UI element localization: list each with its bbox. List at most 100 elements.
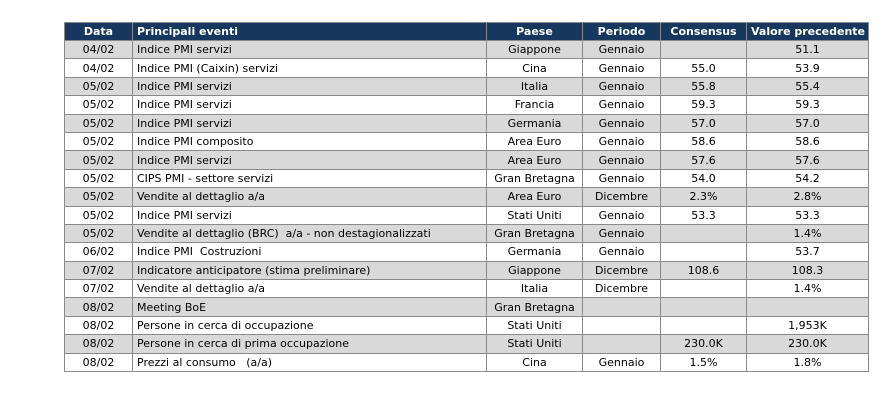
previous-value-cell: 1.8% (746, 352, 869, 373)
date-cell: 05/02 (64, 168, 133, 189)
table-body: 04/02 Indice PMI servizi Giappone Gennaio 51… (64, 39, 869, 373)
period-cell (582, 334, 661, 354)
date-cell: 06/02 (64, 242, 133, 262)
period-cell: Gennaio (582, 168, 661, 189)
event-cell: Prezzi al consumo (a/a) (132, 352, 487, 373)
calendar-table: Data Principali eventi Paese Periodo Consens… (64, 22, 869, 373)
event-cell: Meeting BoE (132, 297, 487, 317)
table-row: 06/02 Indice PMI Costruzioni Germania Genna… (64, 242, 869, 262)
header-row: Data Principali eventi Paese Periodo Consens… (64, 22, 869, 41)
consensus-cell (660, 297, 747, 317)
period-cell: Gennaio (582, 76, 661, 97)
table-row: 04/02 Indice PMI servizi Giappone Gennaio 51… (64, 39, 869, 60)
header-cell: Principali eventi (132, 22, 487, 41)
country-cell: Gran Bretagna (486, 223, 583, 244)
period-cell (582, 315, 661, 336)
date-cell: 07/02 (64, 279, 133, 299)
date-cell: 04/02 (64, 58, 133, 78)
period-cell: Gennaio (582, 58, 661, 78)
period-cell: Dicembre (582, 187, 661, 207)
period-cell: Gennaio (582, 39, 661, 60)
event-cell: Indice PMI Costruzioni (132, 242, 487, 262)
header-cell: Consensus (660, 22, 747, 41)
previous-value-cell: 53.9 (746, 58, 869, 78)
date-cell: 07/02 (64, 260, 133, 281)
event-cell: Indice PMI servizi (132, 113, 487, 133)
table-row: 05/02 Indice PMI servizi Germania Gennaio 57… (64, 113, 869, 133)
date-cell: 05/02 (64, 131, 133, 152)
consensus-cell: 55.8 (660, 76, 747, 97)
event-cell: Indice PMI servizi (132, 205, 487, 225)
country-cell: Cina (486, 352, 583, 373)
date-cell: 08/02 (64, 315, 133, 336)
event-cell: Persone in cerca di prima occupazione (132, 334, 487, 354)
event-cell: Indicatore anticipatore (stima prelimina… (132, 260, 487, 281)
table-row: 07/02 Indicatore anticipatore (stima prel… (64, 260, 869, 281)
previous-value-cell: 230.0K (746, 334, 869, 354)
header-cell: Periodo (582, 22, 661, 41)
table-row: 08/02 Prezzi al consumo (a/a) Cina Gennaio 1… (64, 352, 869, 373)
country-cell: Germania (486, 113, 583, 133)
period-cell: Gennaio (582, 95, 661, 115)
consensus-cell: 59.3 (660, 95, 747, 115)
country-cell: Stati Uniti (486, 334, 583, 354)
date-cell: 05/02 (64, 95, 133, 115)
event-cell: Indice PMI servizi (132, 95, 487, 115)
consensus-cell: 2.3% (660, 187, 747, 207)
consensus-cell: 55.0 (660, 58, 747, 78)
previous-value-cell: 55.4 (746, 76, 869, 97)
period-cell (582, 297, 661, 317)
table-row: 08/02 Meeting BoE Gran Bretagna (64, 297, 869, 317)
date-cell: 05/02 (64, 205, 133, 225)
header-cell: Data (64, 22, 133, 41)
consensus-cell: 108.6 (660, 260, 747, 281)
date-cell: 04/02 (64, 39, 133, 60)
table-row: 05/02 Indice PMI composito Area Euro Gennai… (64, 131, 869, 152)
table-row: 05/02 CIPS PMI - settore servizi Gran Bret… (64, 168, 869, 189)
country-cell: Area Euro (486, 187, 583, 207)
previous-value-cell: 54.2 (746, 168, 869, 189)
table-row: 04/02 Indice PMI (Caixin) servizi Cina Genn… (64, 58, 869, 78)
event-cell: Indice PMI servizi (132, 150, 487, 170)
date-cell: 08/02 (64, 297, 133, 317)
country-cell: Giappone (486, 260, 583, 281)
country-cell: Francia (486, 95, 583, 115)
country-cell: Germania (486, 242, 583, 262)
date-cell: 05/02 (64, 113, 133, 133)
country-cell: Stati Uniti (486, 315, 583, 336)
consensus-cell: 57.0 (660, 113, 747, 133)
country-cell: Area Euro (486, 131, 583, 152)
previous-value-cell (746, 297, 869, 317)
period-cell: Dicembre (582, 260, 661, 281)
table-row: 05/02 Indice PMI servizi Stati Uniti Gennai… (64, 205, 869, 225)
event-cell: Vendite al dettaglio (BRC) a/a - non des… (132, 223, 487, 244)
event-cell: Persone in cerca di occupazione (132, 315, 487, 336)
date-cell: 05/02 (64, 187, 133, 207)
previous-value-cell: 1,953K (746, 315, 869, 336)
country-cell: Cina (486, 58, 583, 78)
period-cell: Gennaio (582, 223, 661, 244)
date-cell: 05/02 (64, 223, 133, 244)
country-cell: Italia (486, 279, 583, 299)
previous-value-cell: 2.8% (746, 187, 869, 207)
consensus-cell: 57.6 (660, 150, 747, 170)
country-cell: Gran Bretagna (486, 168, 583, 189)
event-cell: CIPS PMI - settore servizi (132, 168, 487, 189)
previous-value-cell: 53.7 (746, 242, 869, 262)
date-cell: 08/02 (64, 352, 133, 373)
event-cell: Indice PMI servizi (132, 39, 487, 60)
header-cell: Paese (486, 22, 583, 41)
header-cell: Valore precedente (746, 22, 869, 41)
country-cell: Italia (486, 76, 583, 97)
event-cell: Indice PMI composito (132, 131, 487, 152)
country-cell: Gran Bretagna (486, 297, 583, 317)
previous-value-cell: 57.6 (746, 150, 869, 170)
period-cell: Gennaio (582, 150, 661, 170)
previous-value-cell: 1.4% (746, 223, 869, 244)
table-row: 08/02 Persone in cerca di prima occupazio… (64, 334, 869, 354)
country-cell: Stati Uniti (486, 205, 583, 225)
consensus-cell (660, 39, 747, 60)
consensus-cell: 58.6 (660, 131, 747, 152)
previous-value-cell: 58.6 (746, 131, 869, 152)
previous-value-cell: 1.4% (746, 279, 869, 299)
